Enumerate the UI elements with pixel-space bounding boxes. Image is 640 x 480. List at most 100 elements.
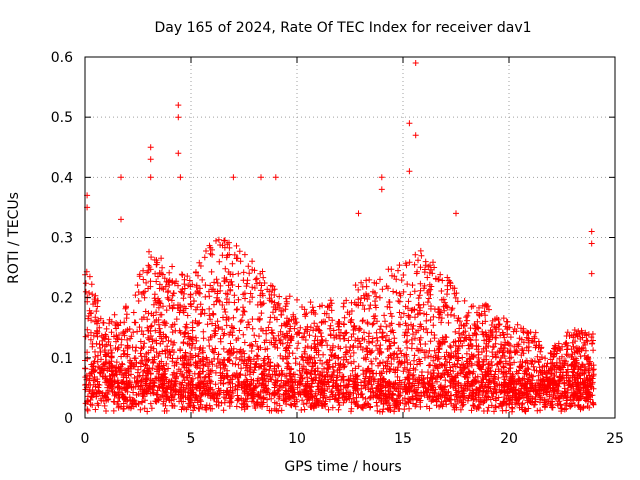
data-point <box>396 399 403 406</box>
data-point <box>455 337 462 344</box>
data-point <box>554 400 561 407</box>
data-point <box>501 334 508 341</box>
data-point <box>116 332 122 338</box>
data-point <box>237 258 244 265</box>
data-point <box>525 366 532 373</box>
data-point <box>532 329 539 336</box>
data-point <box>205 288 212 295</box>
data-point <box>308 309 315 316</box>
data-point <box>462 328 469 335</box>
data-point <box>215 236 222 243</box>
data-point <box>105 336 112 343</box>
data-point <box>368 360 375 367</box>
data-point <box>489 353 496 360</box>
data-point <box>377 323 384 330</box>
data-point <box>289 350 296 357</box>
data-point <box>326 325 333 332</box>
data-point <box>368 358 375 365</box>
data-point <box>164 289 171 296</box>
data-point <box>233 306 240 313</box>
data-point <box>163 360 170 367</box>
data-point <box>140 267 147 274</box>
data-point <box>218 400 225 406</box>
data-point <box>256 279 263 286</box>
data-point <box>264 403 271 410</box>
data-point <box>144 390 150 397</box>
data-point <box>520 350 527 357</box>
data-point <box>390 288 397 295</box>
data-point <box>427 392 433 399</box>
data-point <box>513 348 520 355</box>
data-point <box>518 363 525 370</box>
data-point <box>385 266 392 273</box>
data-point <box>512 349 519 356</box>
data-point <box>155 304 162 311</box>
data-point <box>558 366 565 373</box>
data-point <box>152 270 159 277</box>
data-point <box>327 322 334 329</box>
data-point <box>413 270 420 277</box>
data-point <box>211 301 217 308</box>
data-point <box>417 304 424 311</box>
data-point <box>272 174 279 181</box>
data-point <box>92 314 99 321</box>
data-point <box>388 320 395 327</box>
data-point <box>394 373 401 380</box>
data-point <box>236 372 243 379</box>
data-point <box>411 288 418 295</box>
data-point <box>373 342 380 349</box>
data-point <box>217 282 224 289</box>
data-point <box>191 298 197 305</box>
data-point <box>251 332 258 339</box>
data-point <box>531 333 538 340</box>
data-point <box>225 282 232 289</box>
data-point <box>284 339 291 346</box>
data-point <box>476 359 483 366</box>
data-point <box>455 380 462 387</box>
data-point <box>415 380 422 387</box>
data-point <box>175 391 182 398</box>
data-point <box>336 319 343 325</box>
data-point <box>509 374 516 380</box>
data-point <box>148 322 155 329</box>
data-point <box>427 375 434 382</box>
data-point <box>219 242 226 249</box>
data-point <box>367 388 374 395</box>
data-point <box>580 385 587 392</box>
data-point <box>269 330 276 337</box>
data-point <box>547 350 554 356</box>
data-point <box>166 282 173 288</box>
data-point <box>89 363 96 370</box>
data-point <box>93 393 100 400</box>
data-point <box>445 319 452 326</box>
data-point <box>240 331 247 338</box>
data-point <box>159 348 166 355</box>
data-point <box>124 336 131 343</box>
data-point <box>200 335 207 342</box>
data-point <box>206 305 213 312</box>
data-point <box>578 327 585 334</box>
data-point <box>494 360 501 367</box>
data-point <box>271 292 278 298</box>
data-point <box>572 338 579 345</box>
data-point <box>386 304 393 311</box>
data-point <box>149 338 156 345</box>
data-point <box>209 310 216 317</box>
data-point <box>149 356 156 363</box>
data-point <box>301 348 308 355</box>
y-tick-label: 0.2 <box>51 291 73 307</box>
data-point <box>379 334 386 341</box>
data-point <box>574 348 581 355</box>
data-point <box>396 309 403 316</box>
data-point <box>294 345 301 352</box>
data-point <box>227 287 234 294</box>
data-point <box>339 373 346 380</box>
data-point <box>85 315 92 322</box>
data-point <box>300 401 307 408</box>
y-tick-label: 0.5 <box>51 110 73 126</box>
data-point <box>151 295 158 302</box>
data-point <box>101 360 107 367</box>
data-point <box>408 345 415 352</box>
data-point <box>87 310 94 317</box>
data-point <box>442 377 449 384</box>
